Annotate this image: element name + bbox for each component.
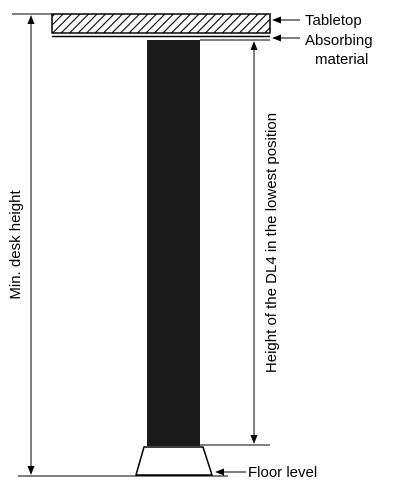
column [147,40,200,446]
foot [135,446,213,476]
dl4-lowest-height-label: Height of the DL4 in the lowest position [263,113,280,373]
absorbing-material-label-line1: Absorbing [305,32,373,49]
min-desk-height-label: Min. desk height [7,190,24,300]
tabletop [51,13,271,34]
floor-level-label: Floor level [248,464,317,481]
tabletop-label: Tabletop [305,12,362,29]
absorbing-material-label-line2: material [315,51,368,68]
